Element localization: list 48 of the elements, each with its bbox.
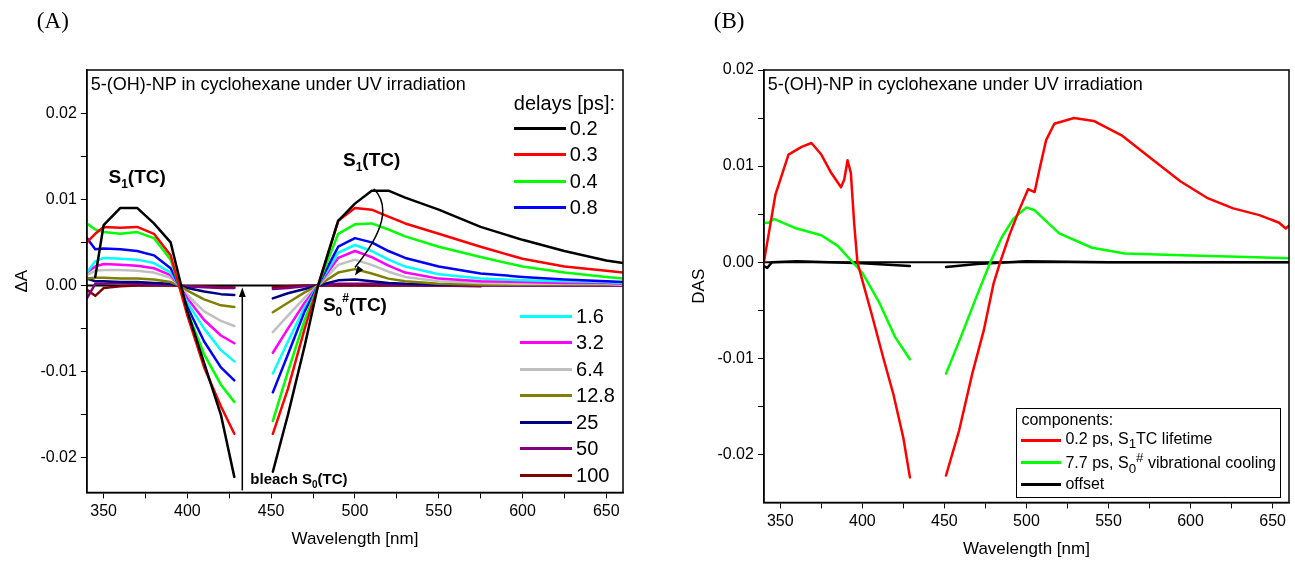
y-tick-label: 0.00: [722, 252, 754, 270]
chart-subtitle: 5-(OH)-NP in cyclohexane under UV irradiation: [90, 74, 466, 95]
x-axis-title: Wavelength [nm]: [291, 529, 419, 549]
x-tick-label: 500: [1013, 512, 1040, 530]
x-tick-label: 650: [1259, 512, 1287, 530]
legend-label: 0.2: [569, 116, 598, 140]
legend-label: 12.8: [576, 384, 615, 408]
x-tick-label: 450: [931, 512, 958, 530]
legend-label: 0.2 ps, S$_{1}$TC lifetime: [1065, 429, 1213, 451]
x-tick-label: 350: [90, 502, 118, 520]
legend-label: 50: [576, 437, 599, 461]
x-tick-label: 550: [425, 502, 453, 520]
legend-label: 7.7 ps, S$_{0}$$^{#}$ vibrational cooling: [1065, 449, 1276, 476]
legend-label: 0.8: [569, 196, 598, 220]
x-tick-label: 350: [766, 512, 794, 530]
x-axis-title: Wavelength [nm]: [962, 539, 1090, 559]
x-tick-label: 600: [1177, 512, 1204, 530]
legend-label: 0.4: [569, 169, 598, 193]
y-tick-label: 0.02: [45, 103, 77, 121]
legend-title: delays [ps]:: [513, 92, 615, 115]
y-tick-label: -0.02: [40, 448, 77, 466]
y-axis-title: DAS: [688, 268, 708, 304]
y-tick-label: -0.01: [717, 348, 754, 366]
legend-label: 0.3: [569, 143, 598, 167]
y-tick-label: -0.01: [40, 362, 77, 380]
legend-label: 1.6: [576, 304, 604, 328]
legend-label: 100: [576, 463, 610, 487]
chart-title: (A): [36, 8, 69, 34]
y-tick-label: 0.02: [722, 60, 754, 78]
chart-subtitle: 5-(OH)-NP in cyclohexane under UV irradiation: [767, 74, 1143, 95]
x-tick-label: 400: [848, 512, 876, 530]
legend-label: 6.4: [576, 357, 604, 381]
y-tick-label: 0.01: [45, 189, 77, 207]
y-tick-label: 0.00: [45, 275, 77, 293]
chart-title: (B): [713, 8, 745, 34]
x-tick-label: 500: [341, 502, 369, 520]
y-axis-title: ΔA: [11, 269, 31, 293]
y-tick-label: -0.02: [717, 444, 754, 462]
x-tick-label: 550: [1095, 512, 1122, 530]
x-tick-label: 400: [174, 502, 201, 520]
x-tick-label: 600: [509, 502, 536, 520]
legend-title: components:: [1021, 411, 1115, 430]
x-tick-label: 450: [257, 502, 285, 520]
y-tick-label: 0.01: [722, 156, 754, 174]
legend-label: 25: [576, 410, 599, 434]
x-tick-label: 650: [592, 502, 620, 520]
legend-label: 3.2: [576, 331, 604, 355]
legend-label: offset: [1065, 475, 1105, 494]
